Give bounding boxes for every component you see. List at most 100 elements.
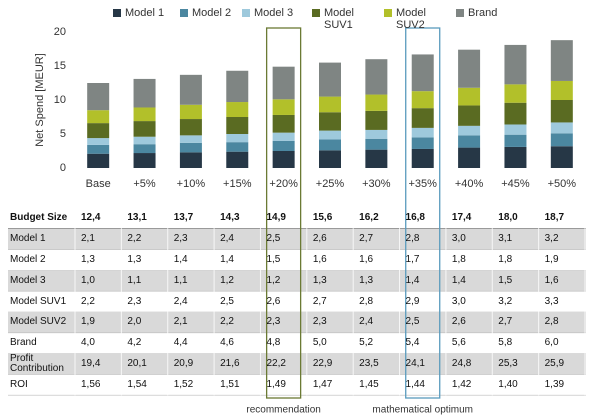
legend-label: Model 3 <box>254 7 294 19</box>
table-value: 1,56 <box>81 378 101 390</box>
annotation: recommendation <box>246 405 320 416</box>
table-value: 16,2 <box>359 212 379 224</box>
table-value: 2,8 <box>405 233 420 245</box>
bar-segment <box>226 102 249 117</box>
bar-segment <box>272 114 295 133</box>
bar-segment <box>133 107 156 122</box>
row-label: Profit Contribution <box>10 352 64 374</box>
bar-segment <box>319 150 341 168</box>
table-value: 2,7 <box>312 295 327 307</box>
table-value: 3,0 <box>451 233 466 245</box>
table-value: 4,8 <box>266 337 281 349</box>
x-tick-label: +10% <box>177 178 206 190</box>
table-value: 25,3 <box>498 357 518 369</box>
table-value: 1,1 <box>127 274 142 286</box>
table-value: 24,8 <box>451 357 472 369</box>
table-value: 2,2 <box>220 316 234 328</box>
y-tick-label: 5 <box>60 128 66 140</box>
table-value: 1,54 <box>127 378 147 390</box>
table-value: 1,49 <box>266 378 286 390</box>
table-value: 1,4 <box>451 274 466 286</box>
bar-segment <box>504 124 527 135</box>
table-value: 3,1 <box>498 233 513 245</box>
x-tick-label: +30% <box>362 178 391 190</box>
bar-segment <box>272 151 295 168</box>
y-tick-label: 15 <box>54 60 66 72</box>
bar-segment <box>319 96 341 113</box>
row-label: Budget Size <box>10 212 68 224</box>
x-tick-label: +25% <box>316 178 345 190</box>
table-value: 22,9 <box>312 357 333 369</box>
table-value: 1,47 <box>312 378 333 390</box>
table-value: 1,3 <box>81 253 95 265</box>
table-value: 4,6 <box>220 337 234 349</box>
table-value: 23,5 <box>359 357 379 369</box>
table-value: 2,3 <box>127 295 142 307</box>
bar-segment <box>133 153 156 168</box>
table-value: 17,4 <box>451 212 472 224</box>
bar-segment <box>179 152 202 168</box>
table-value: 2,5 <box>266 233 281 245</box>
table-value: 4,2 <box>127 337 142 349</box>
table-value: 1,5 <box>498 274 513 286</box>
legend-label: Brand <box>468 7 498 19</box>
table-value: 16,8 <box>405 212 425 224</box>
table-value: 20,9 <box>173 357 194 369</box>
bar-segment <box>411 148 434 168</box>
x-tick-label: +35% <box>409 178 438 190</box>
legend-label: Model 2 <box>192 7 232 19</box>
legend-swatch <box>456 9 464 17</box>
bar-segment <box>550 122 573 134</box>
bar-segment <box>411 54 434 92</box>
row-label: Brand <box>10 337 37 349</box>
y-tick-label: 10 <box>54 94 66 106</box>
bar-segment <box>458 125 481 136</box>
table-value: 1,8 <box>451 253 466 265</box>
table-value: 1,9 <box>81 316 95 328</box>
bar-segment <box>550 100 573 123</box>
table-value: 1,4 <box>220 253 234 265</box>
table-value: 3,2 <box>544 233 559 245</box>
table-value: 20,1 <box>127 357 147 369</box>
row-label: ROI <box>10 378 28 390</box>
annotation: mathematical optimum <box>372 405 473 416</box>
table-value: 2,8 <box>359 295 374 307</box>
bar-segment <box>226 70 249 103</box>
bar-segment <box>458 49 481 88</box>
table-value: 2,5 <box>220 295 234 307</box>
bar-segment <box>504 84 527 103</box>
table-value: 2,7 <box>498 316 513 328</box>
table-value: 1,45 <box>359 378 379 390</box>
table-value: 18,7 <box>544 212 565 224</box>
table-value: 2,6 <box>451 316 466 328</box>
bar-segment <box>133 78 156 108</box>
bar-segment <box>365 94 388 111</box>
table-value: 2,6 <box>312 233 327 245</box>
bar-segment <box>87 144 110 154</box>
table-value: 1,42 <box>451 378 472 390</box>
bar-segment <box>550 146 573 168</box>
table-value: 1,8 <box>498 253 513 265</box>
table-value: 2,4 <box>220 233 234 245</box>
row-label: Model 3 <box>10 274 46 286</box>
bar-segment <box>179 119 202 136</box>
x-tick-label: +15% <box>223 178 252 190</box>
table-value: 1,1 <box>173 274 188 286</box>
bar-segment <box>458 87 481 106</box>
y-axis-label: Net Spend [MEUR] <box>34 53 46 147</box>
table-value: 1,51 <box>220 378 240 390</box>
legend-label: Model 1 <box>125 7 165 19</box>
table-value: 1,39 <box>544 378 565 390</box>
table-value: 1,6 <box>544 274 559 286</box>
bar-segment <box>87 123 110 139</box>
bar-segment <box>365 149 388 168</box>
row-label: Model SUV1 <box>10 295 67 307</box>
table-value: 13,7 <box>173 212 194 224</box>
row-label: Model 2 <box>10 253 46 265</box>
table-value: 2,7 <box>359 233 374 245</box>
row-band <box>8 228 586 250</box>
bar-segment <box>133 121 156 137</box>
row-band <box>8 312 586 333</box>
table-value: 18,0 <box>498 212 518 224</box>
bar-segment <box>365 110 388 130</box>
